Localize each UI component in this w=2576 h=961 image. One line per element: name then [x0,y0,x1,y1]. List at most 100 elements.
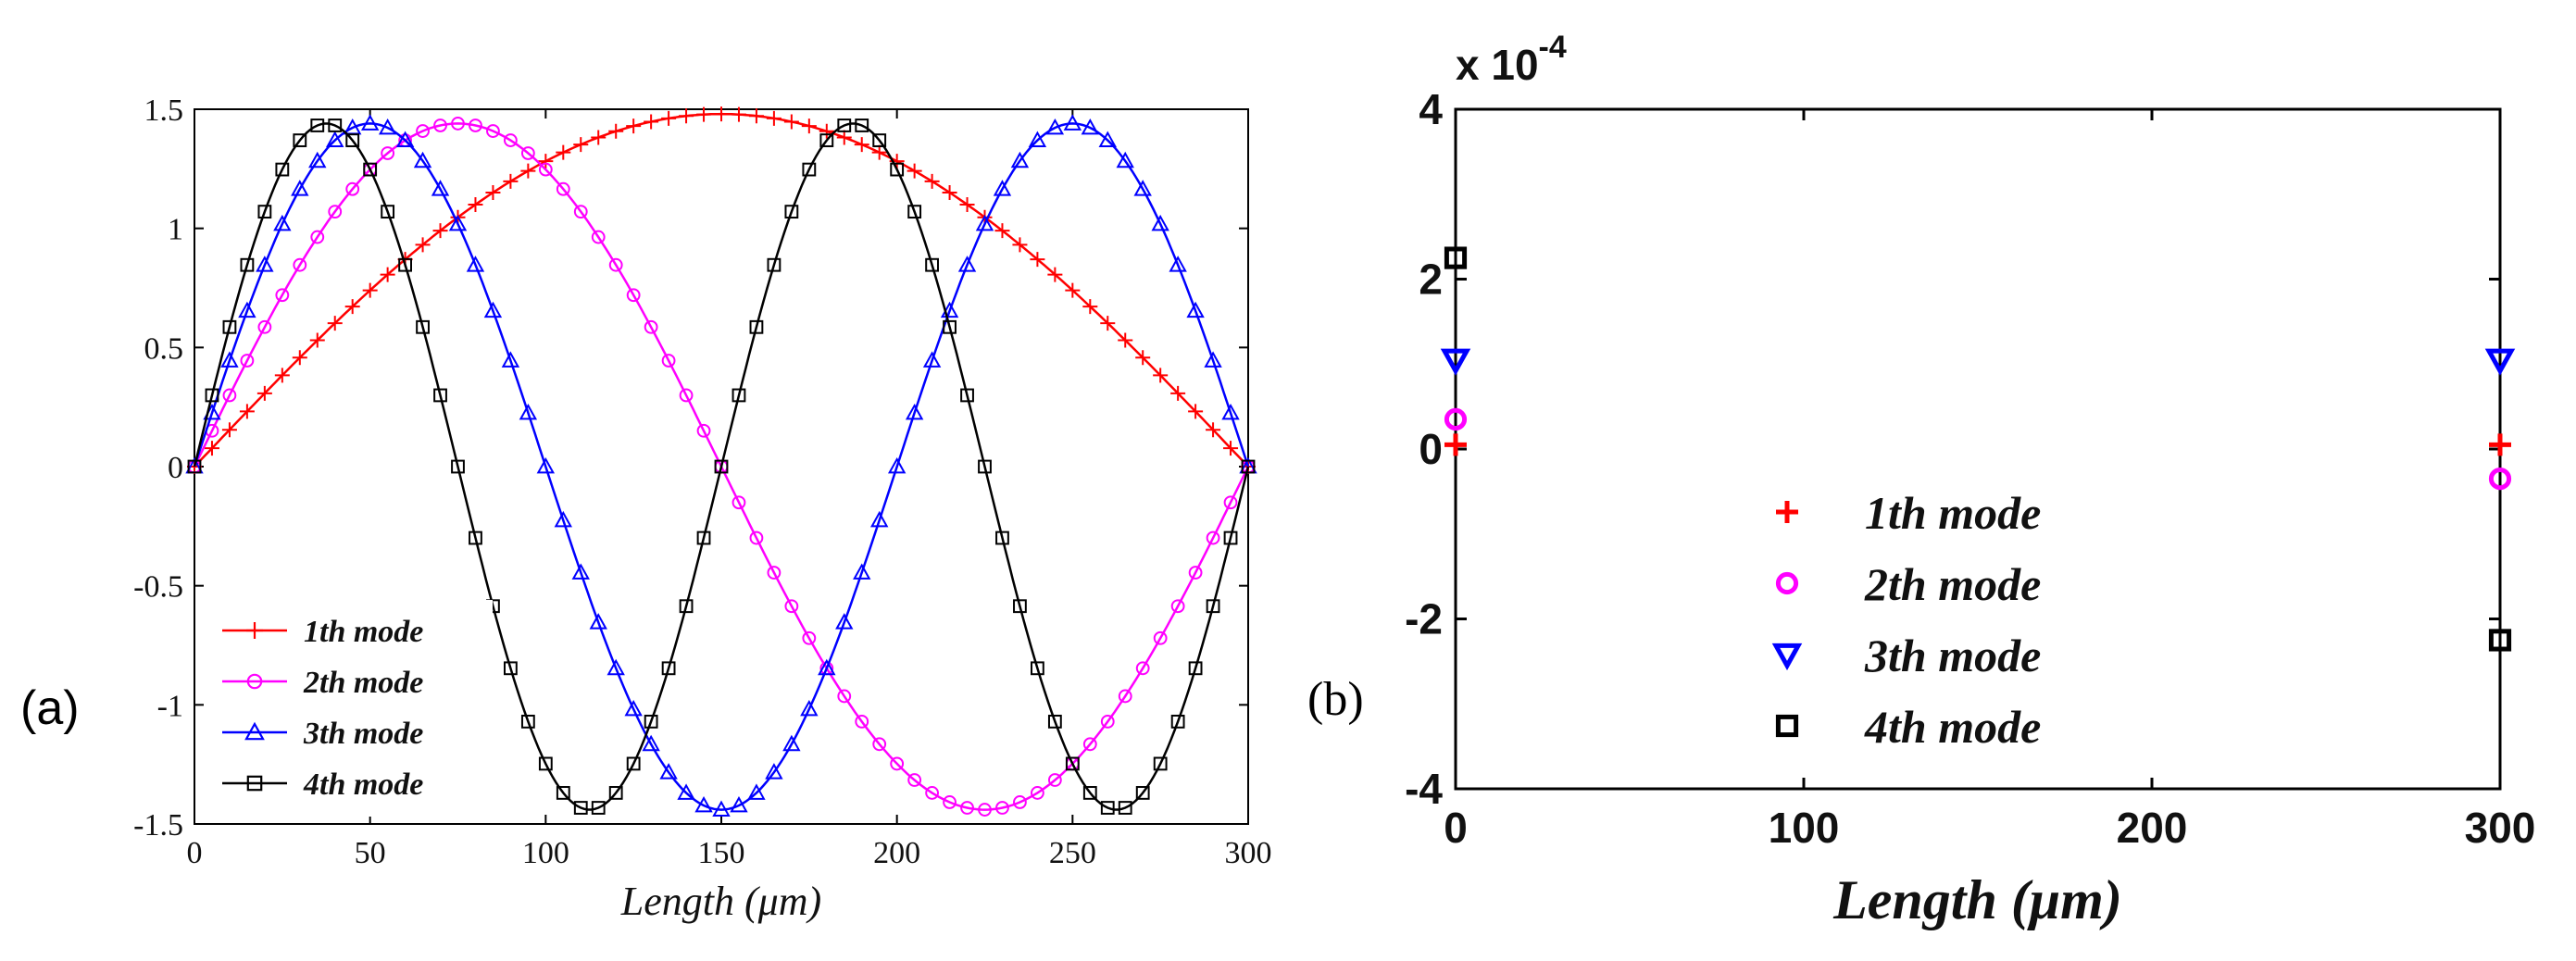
data-point [642,734,660,752]
legend-marker [1776,501,1798,523]
legend-label: 1th mode [1865,487,2041,539]
data-point [1223,530,1238,545]
data-point [943,795,957,809]
panel-b-axes-frame [1454,107,2502,791]
data-point [819,123,834,139]
data-point [504,133,518,147]
data-point [1135,661,1150,676]
data-point [381,146,395,160]
data-point [907,773,922,787]
data-point [327,316,343,331]
data-point [1030,252,1045,268]
data-point [922,351,942,368]
data-point [1444,433,1467,456]
data-point [483,301,503,318]
data-point [696,106,712,122]
data-point [960,388,974,403]
data-point [1047,267,1063,282]
data-point [1010,151,1030,168]
data-point [257,319,272,334]
panel-a-label: (a) [20,681,80,735]
data-point [748,108,764,124]
data-point [573,205,588,219]
data-point [468,196,483,212]
data-point [731,106,746,122]
data-point [749,530,764,545]
data-point [855,714,869,729]
data-point [1100,316,1116,331]
data-point [784,599,799,614]
data-point [1063,114,1082,131]
data-point [556,181,570,196]
data-point [679,108,694,124]
data-point [747,783,766,800]
panel-a-x-tick-label: 250 [1049,836,1096,870]
data-point [959,196,975,212]
data-point [644,319,658,334]
data-point [503,173,519,189]
panel-a: (a) 0 50 100 150 200 250 300 1.5 1 0.5 0 -0.5 -1 -1.5… [20,94,1272,924]
panel-b-y-tick-label: 4 [1419,85,1443,133]
data-point [2488,468,2512,491]
data-point [309,332,325,348]
data-point [274,368,290,383]
data-point [1223,441,1239,456]
data-point [520,714,535,729]
data-point [1031,786,1044,800]
data-point [606,658,625,676]
legend-marker [246,775,263,792]
data-point [308,151,327,168]
data-point [1135,786,1150,800]
data-point [871,144,887,160]
panel-a-y-tick-label: 1 [168,213,183,247]
data-point [501,351,520,368]
data-point [1221,403,1240,420]
data-point [328,119,343,132]
data-point [853,563,871,580]
data-point [504,661,518,676]
data-point [344,299,360,315]
data-point [1065,756,1080,771]
data-point [819,133,834,147]
data-point [1444,407,1468,431]
data-point [256,385,272,401]
data-point [890,756,905,771]
data-point [1082,737,1097,752]
data-point [1206,422,1221,438]
data-point [942,185,957,201]
data-point [626,756,641,771]
data-point [591,801,606,815]
data-point [872,737,887,752]
data-point [644,114,659,130]
data-point [451,459,465,474]
data-point [395,131,415,147]
data-point [240,354,255,368]
data-point [732,388,746,403]
data-point [554,510,572,528]
data-point [907,205,922,219]
panel-b-exponent-label: x 10-4 [1456,30,1567,89]
legend-label: 3th mode [1864,630,2041,681]
data-point [1082,299,1098,315]
data-point [696,530,711,545]
data-point [783,114,799,130]
legend-marker [246,622,263,639]
legend-marker [1775,571,1799,595]
data-point [818,658,836,676]
panel-a-ticks: 0 50 100 150 200 250 300 1.5 1 0.5 0 -0.5 -1 -1.5 [133,94,1271,870]
data-point [1440,348,1471,376]
data-point [257,205,272,219]
data-point [975,214,994,231]
data-point [943,319,957,334]
data-point [466,256,485,272]
panel-a-y-tick-label: 0 [168,451,183,485]
data-point [1223,495,1238,510]
data-point [205,388,219,403]
data-point [1188,661,1203,676]
data-point [855,119,869,132]
legend-marker [246,673,263,690]
data-point [360,114,380,131]
data-point [573,137,589,153]
data-point [978,803,992,817]
data-point [1186,301,1205,318]
